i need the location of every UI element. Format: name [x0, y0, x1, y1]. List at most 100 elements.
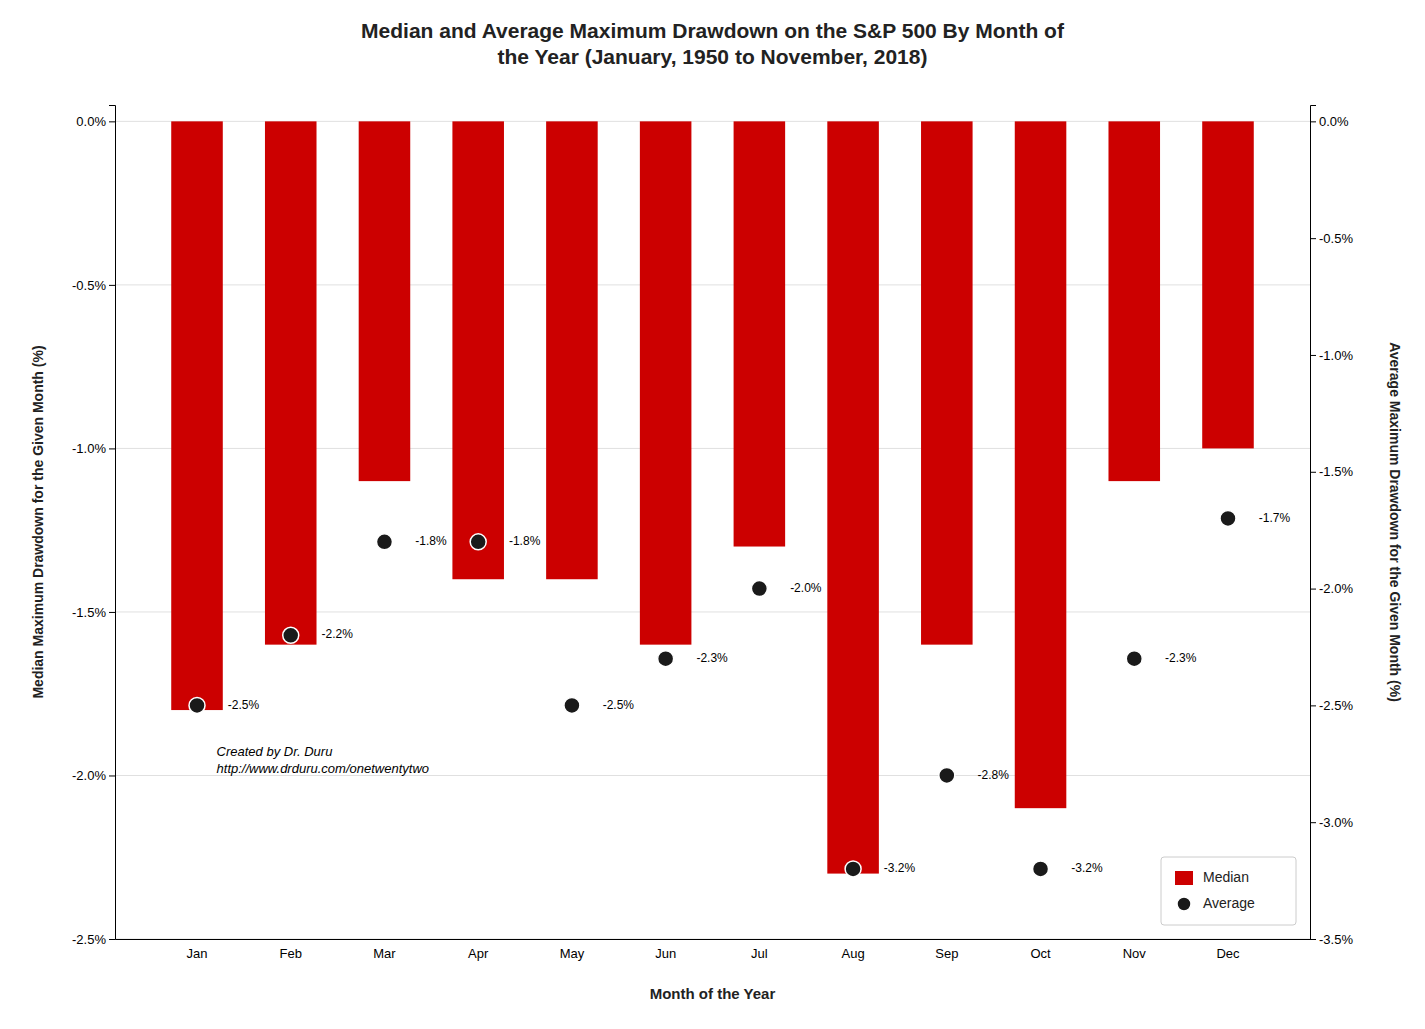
bar — [827, 121, 879, 873]
point — [1220, 510, 1236, 526]
y-axis-title: Median Maximum Drawdown for the Given Mo… — [30, 345, 46, 698]
tick: -1.0% — [1310, 348, 1353, 363]
title-line: Median and Average Maximum Drawdown on t… — [361, 19, 1065, 42]
data-label: -2.5% — [603, 698, 635, 712]
bar — [265, 121, 317, 644]
tick-label: -1.0% — [72, 441, 106, 456]
data-label: -2.2% — [322, 627, 354, 641]
tick: -1.5% — [72, 605, 115, 620]
tick-label: Feb — [280, 946, 302, 961]
axis-line — [1311, 106, 1317, 940]
tick: May — [560, 946, 585, 961]
tick-mark — [109, 939, 115, 940]
bar — [359, 121, 411, 481]
tick-label: -0.5% — [72, 278, 106, 293]
legend: Median Average — [1161, 857, 1296, 925]
data-label: -1.8% — [509, 534, 541, 548]
grid-line — [115, 939, 1310, 940]
tick: -2.0% — [1310, 581, 1353, 596]
tick: 0.0% — [1310, 114, 1349, 129]
point — [939, 767, 955, 783]
tick-label: -0.5% — [1319, 231, 1353, 246]
tick-label: Jun — [655, 946, 676, 961]
data-label: -2.5% — [228, 698, 260, 712]
bar — [1015, 121, 1067, 808]
x-axis-title: Month of the Year — [650, 985, 776, 1002]
bar — [1202, 121, 1254, 448]
point — [376, 534, 392, 550]
tick: Nov — [1123, 946, 1147, 961]
data-label: -2.8% — [978, 768, 1010, 782]
point — [751, 581, 767, 597]
tick-label: -3.5% — [1319, 932, 1353, 947]
legend-swatch — [1177, 897, 1191, 911]
tick-mark — [1310, 705, 1316, 706]
legend-label: Average — [1203, 895, 1255, 911]
tick-label: -2.0% — [72, 768, 106, 783]
tick-label: May — [560, 946, 585, 961]
tick-label: -3.0% — [1319, 815, 1353, 830]
grid — [115, 121, 1310, 939]
tick-mark — [1310, 238, 1316, 239]
tick-label: -1.0% — [1319, 348, 1353, 363]
legend-box — [1161, 857, 1296, 925]
title: Median and Average Maximum Drawdown on t… — [361, 19, 1065, 68]
data-labels: -2.5%-2.2%-1.8%-1.8%-2.5%-2.3%-2.0%-3.2%… — [228, 511, 1291, 875]
tick-label: Mar — [373, 946, 396, 961]
tick-mark — [1310, 589, 1316, 590]
tick: Dec — [1216, 946, 1240, 961]
tick: Jul — [751, 946, 768, 961]
data-label: -2.3% — [696, 651, 728, 665]
plot: -2.5% -2.2% -1.8% -1.8% -2.5% -2.3% -2.0% -3.2%… — [30, 106, 1403, 1003]
tick-label: Oct — [1030, 946, 1051, 961]
legend-swatch — [1175, 871, 1193, 885]
bar — [1108, 121, 1160, 481]
y-axis: 0.0% -0.5% -1.0% -1.5% -2.0% -2.5% -3.0% -3.5% — [1310, 106, 1353, 947]
tick-label: -1.5% — [1319, 464, 1353, 479]
tick-mark — [109, 612, 115, 613]
tick-label: Dec — [1216, 946, 1240, 961]
bar-series — [171, 121, 1254, 873]
x-axis: JanFebMarAprMayJunJulAugSepOctNovDec — [116, 940, 1311, 962]
data-label: -3.2% — [1071, 861, 1103, 875]
tick-label: Jan — [187, 946, 208, 961]
tick-label: -1.5% — [72, 605, 106, 620]
tick-mark — [109, 775, 115, 776]
tick-label: -2.5% — [72, 932, 106, 947]
tick-mark — [1310, 939, 1316, 940]
tick: Aug — [842, 946, 865, 961]
tick: -2.5% — [72, 932, 115, 947]
tick: -3.5% — [1310, 932, 1353, 947]
tick: Feb — [280, 946, 302, 961]
tick: Mar — [373, 946, 396, 961]
axis-line — [109, 106, 116, 940]
data-label: -2.3% — [1165, 651, 1197, 665]
data-label: -1.7% — [1259, 511, 1291, 525]
data-label: -1.8% — [415, 534, 447, 548]
tick-label: Nov — [1123, 946, 1147, 961]
point-series — [189, 510, 1236, 876]
legend-item: Median — [1175, 869, 1249, 885]
tick-mark — [109, 448, 115, 449]
annotation: Created by Dr. Duru http://www.drduru.com… — [217, 744, 429, 776]
y2-axis-title: Average Maximum Drawdown for the Given M… — [1387, 342, 1403, 702]
tick: -2.5% — [1310, 698, 1353, 713]
title-line: the Year (January, 1950 to November, 201… — [498, 45, 928, 68]
annotation-line: http://www.drduru.com/onetwentytwo — [217, 761, 429, 776]
tick: Oct — [1030, 946, 1051, 961]
annotation-line: Created by Dr. Duru — [217, 744, 333, 759]
point — [283, 627, 299, 643]
point — [1033, 861, 1049, 877]
tick: Jan — [187, 946, 208, 961]
bar — [452, 121, 504, 579]
data-label: -3.2% — [884, 861, 916, 875]
tick-label: -2.0% — [1319, 581, 1353, 596]
point — [1126, 651, 1142, 667]
bar — [734, 121, 786, 546]
bar — [640, 121, 692, 644]
point — [189, 697, 205, 713]
point — [564, 697, 580, 713]
tick-mark — [109, 121, 115, 122]
point — [845, 861, 861, 877]
tick: -2.0% — [72, 768, 115, 783]
